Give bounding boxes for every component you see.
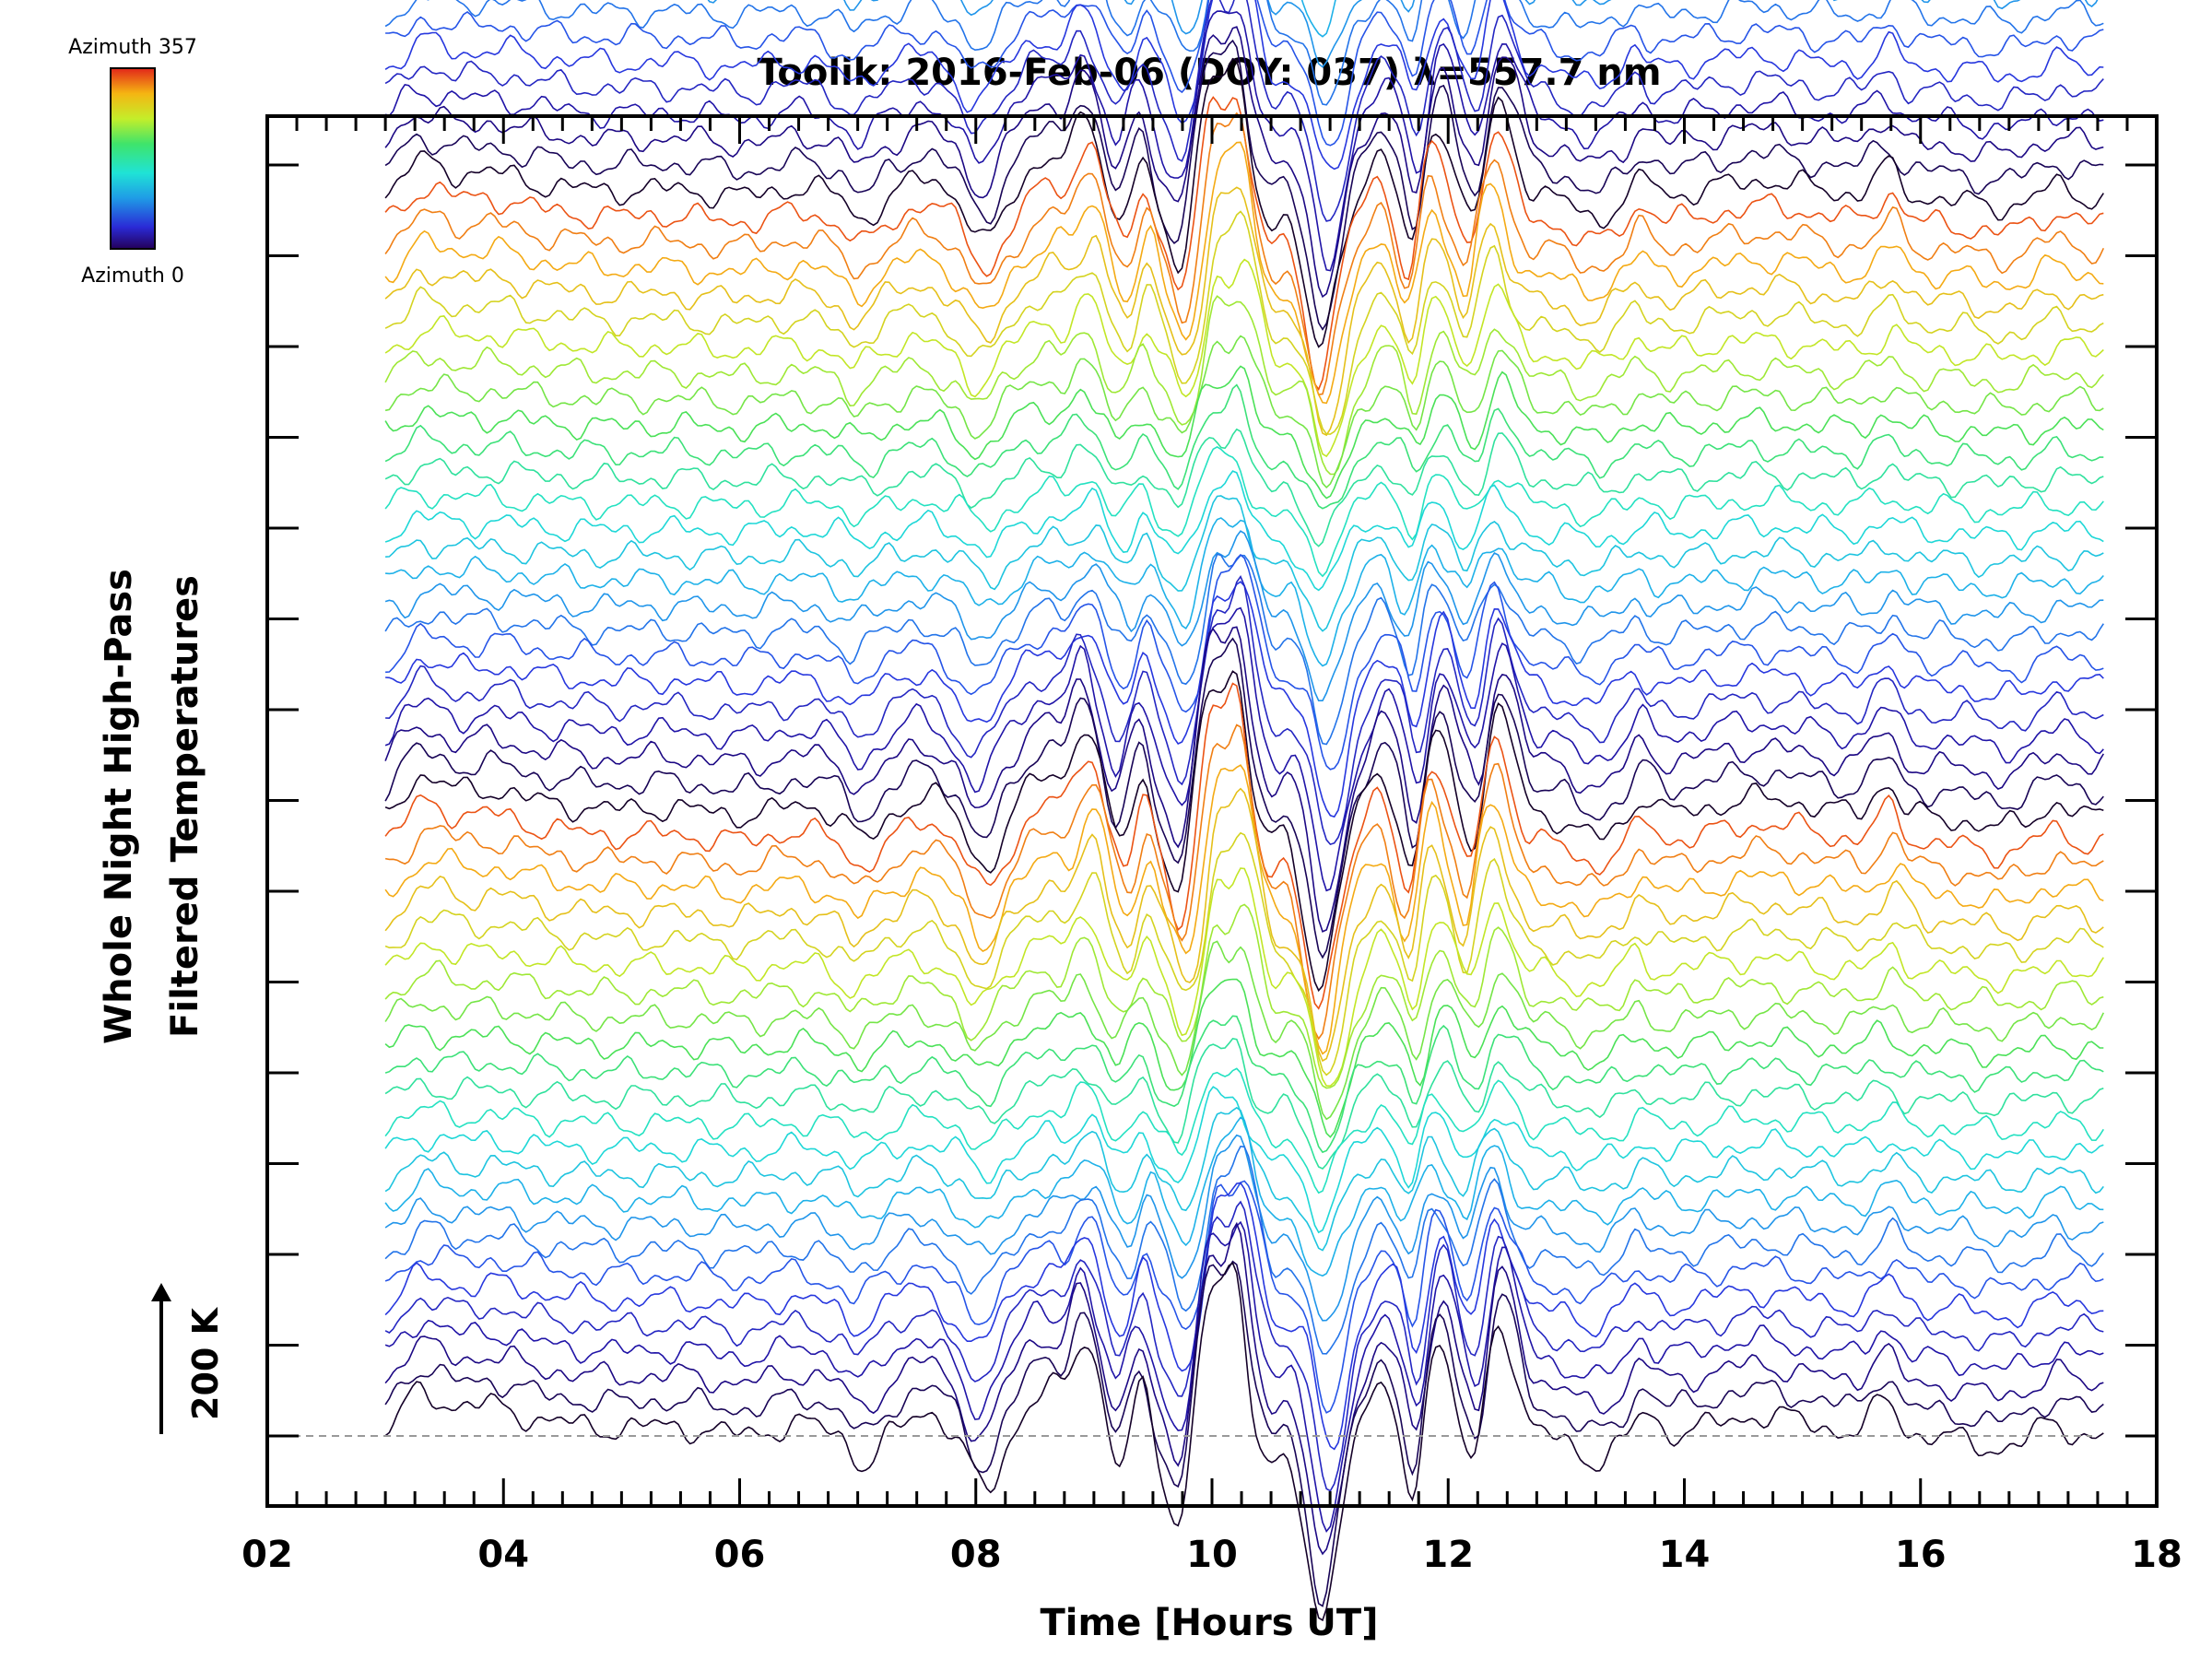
trace-line bbox=[384, 606, 2104, 892]
trace-line bbox=[384, 1067, 2104, 1194]
trace-line bbox=[384, 210, 2104, 435]
x-tick-label: 14 bbox=[1659, 1534, 1711, 1576]
trace-line bbox=[384, 186, 2104, 437]
trace-line bbox=[384, 1182, 2104, 1451]
trace-line bbox=[385, 574, 2104, 846]
trace-line bbox=[384, 553, 2104, 746]
trace-line bbox=[384, 1260, 2104, 1607]
trace-line bbox=[384, 383, 2104, 510]
trace-line bbox=[385, 495, 2104, 632]
scale-bar-arrow-head bbox=[151, 1283, 171, 1301]
x-tick-label: 16 bbox=[1895, 1534, 1947, 1576]
x-tick-label: 04 bbox=[477, 1534, 529, 1576]
x-tick-label: 06 bbox=[714, 1534, 766, 1576]
colorbar-bottom-label: Azimuth 0 bbox=[81, 265, 184, 288]
trace-line bbox=[384, 141, 2104, 405]
trace-line bbox=[384, 10, 2104, 272]
trace-line bbox=[384, 428, 2104, 547]
colorbar-top-label: Azimuth 357 bbox=[68, 36, 197, 59]
trace-line bbox=[384, 530, 2104, 701]
trace-line bbox=[384, 1116, 2104, 1277]
scale-bar-label: 200 K bbox=[185, 1306, 226, 1420]
trace-line bbox=[384, 0, 2104, 106]
trace-line bbox=[384, 1200, 2104, 1492]
trace-line bbox=[385, 553, 2104, 771]
y-axis-label-line-2: Filtered Temperatures bbox=[164, 575, 206, 1038]
trace-line bbox=[384, 1220, 2104, 1534]
trace-line bbox=[384, 1134, 2104, 1322]
trace-line bbox=[384, 335, 2104, 489]
trace-line bbox=[384, 1086, 2104, 1234]
traces-group bbox=[384, 0, 2105, 1622]
trace-line bbox=[384, 258, 2104, 458]
trace-line bbox=[384, 57, 2104, 348]
trace-line bbox=[384, 831, 2104, 1077]
trace-line bbox=[384, 112, 2105, 395]
chart-title: Toolik: 2016-Feb-06 (DOY: 037) λ=557.7 n… bbox=[757, 52, 1661, 94]
x-axis-label: Time [Hours UT] bbox=[1041, 1602, 1379, 1644]
trace-line bbox=[384, 787, 2104, 1063]
trace-line bbox=[384, 1038, 2104, 1170]
trace-line bbox=[384, 0, 2104, 171]
y-axis-label-line-1: Whole Night High-Pass bbox=[98, 569, 140, 1044]
trace-line bbox=[384, 940, 2105, 1121]
trace-line bbox=[384, 1221, 2104, 1556]
plot-frame-group: 02 04 06 08 10 12 14 16 18 bbox=[241, 114, 2183, 1576]
trace-line bbox=[384, 626, 2104, 933]
trace-line bbox=[384, 903, 2104, 1089]
trace-line bbox=[384, 682, 2104, 1010]
trace-line bbox=[384, 295, 2104, 476]
trace-line bbox=[384, 445, 2104, 578]
trace-line bbox=[385, 0, 2104, 147]
x-tick-label: 10 bbox=[1186, 1534, 1238, 1576]
trace-line bbox=[384, 1145, 2104, 1355]
x-tick-label: 08 bbox=[950, 1534, 1002, 1576]
colorbar bbox=[110, 67, 156, 250]
trace-line bbox=[384, 724, 2104, 1041]
trace-line bbox=[384, 867, 2104, 1088]
x-tick-label: 18 bbox=[2131, 1534, 2183, 1576]
trace-line bbox=[385, 517, 2104, 667]
trace-line bbox=[384, 764, 2104, 1055]
x-tick-label: 12 bbox=[1422, 1534, 1474, 1576]
trace-line bbox=[384, 470, 2104, 592]
trace-line bbox=[384, 670, 2104, 993]
trace-line bbox=[384, 1015, 2104, 1154]
x-tick-label: 02 bbox=[241, 1534, 293, 1576]
trace-line bbox=[384, 1180, 2104, 1414]
trace-line bbox=[384, 978, 2104, 1138]
trace-line bbox=[384, 637, 2104, 959]
plot-frame bbox=[265, 114, 2159, 1508]
scale-bar: 200 K bbox=[151, 1283, 226, 1434]
trace-line bbox=[384, 26, 2104, 299]
trace-line bbox=[384, 1262, 2104, 1622]
trace-line bbox=[384, 0, 2104, 222]
trace-line bbox=[384, 365, 2104, 500]
